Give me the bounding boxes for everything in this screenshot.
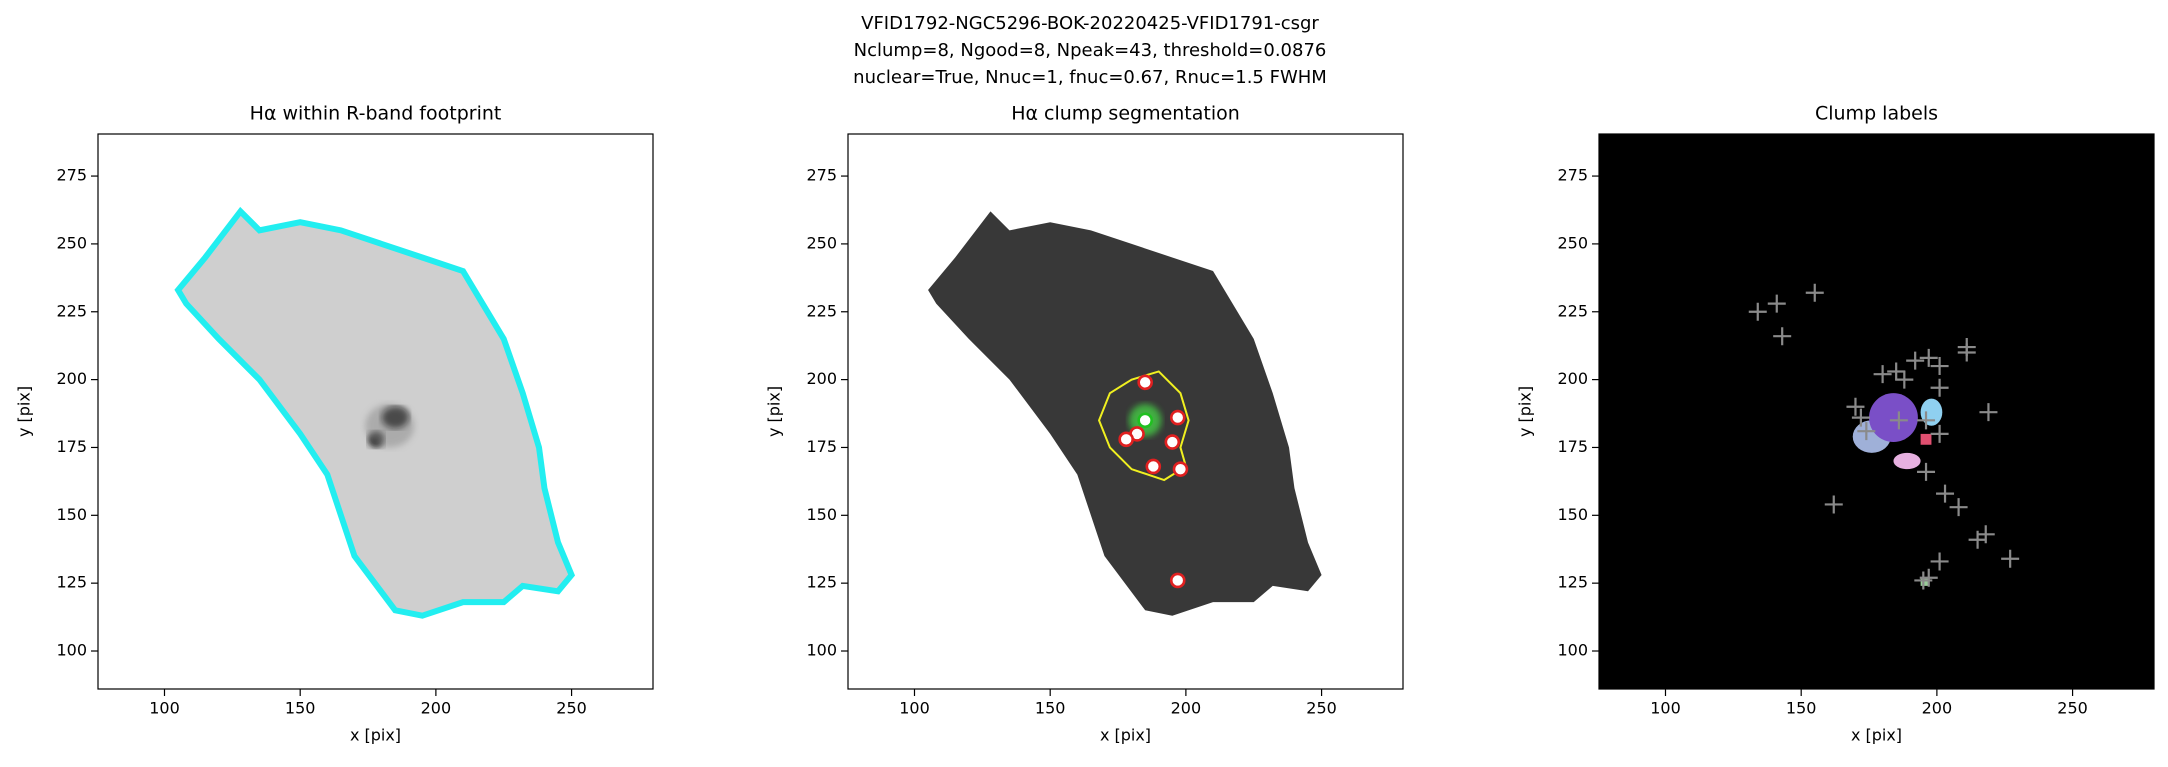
x-axis-label: x [pix] bbox=[1851, 726, 1902, 745]
x-axis-label: x [pix] bbox=[1100, 726, 1151, 745]
peak-marker bbox=[1824, 495, 1843, 514]
peak-marker bbox=[1930, 357, 1949, 376]
x-tick-label: 150 bbox=[285, 699, 316, 718]
y-axis-label: y [pix] bbox=[765, 386, 784, 437]
peak-marker bbox=[1976, 525, 1995, 544]
peak-marker bbox=[1917, 411, 1936, 430]
y-tick-label: 100 bbox=[56, 641, 87, 660]
x-tick-label: 100 bbox=[1650, 699, 1681, 718]
clump-marker bbox=[1118, 431, 1134, 448]
suptitle: nuclear=True, Nnuc=1, fnuc=0.67, Rnuc=1.… bbox=[853, 67, 1327, 88]
y-tick-label: 275 bbox=[806, 166, 837, 185]
peak-marker bbox=[1919, 348, 1938, 367]
y-axis-label: y [pix] bbox=[15, 386, 34, 437]
peak-marker bbox=[1805, 283, 1824, 302]
y-tick-label: 200 bbox=[806, 369, 837, 388]
y-tick-label: 250 bbox=[56, 233, 87, 252]
x-tick-label: 100 bbox=[899, 699, 930, 718]
clump-marker bbox=[1137, 412, 1153, 429]
y-tick-label: 250 bbox=[806, 233, 837, 252]
image-clip bbox=[1852, 393, 1943, 586]
peak-marker bbox=[1930, 424, 1949, 443]
peak-marker bbox=[1767, 294, 1786, 313]
y-tick-label: 125 bbox=[806, 573, 837, 592]
peak-marker bbox=[1930, 378, 1949, 397]
y-tick-label: 100 bbox=[806, 641, 837, 660]
y-tick-label: 150 bbox=[56, 505, 87, 524]
image-clip bbox=[178, 211, 572, 615]
peak-marker bbox=[1936, 484, 1955, 503]
peak-marker bbox=[1889, 411, 1908, 430]
y-tick-label: 125 bbox=[1557, 573, 1588, 592]
peak-marker bbox=[1979, 403, 1998, 422]
y-tick-label: 175 bbox=[1557, 437, 1588, 456]
markers bbox=[1118, 374, 1189, 589]
image bbox=[1852, 393, 1943, 586]
x-tick-label: 100 bbox=[149, 699, 180, 718]
y-tick-label: 150 bbox=[806, 505, 837, 524]
y-tick-label: 200 bbox=[1557, 369, 1588, 388]
clump-marker bbox=[1169, 572, 1186, 589]
image bbox=[178, 211, 572, 615]
y-tick-label: 250 bbox=[1557, 233, 1588, 252]
y-tick-label: 225 bbox=[1557, 301, 1588, 320]
clump-marker bbox=[1145, 458, 1162, 475]
x-tick-label: 200 bbox=[421, 699, 452, 718]
peak-marker bbox=[1851, 408, 1870, 427]
clump-marker bbox=[1169, 409, 1186, 426]
axes-title: Hα within R-band footprint bbox=[250, 103, 502, 125]
y-tick-label: 100 bbox=[1557, 641, 1588, 660]
peak-marker bbox=[1773, 327, 1792, 346]
peak-marker bbox=[2001, 549, 2020, 568]
peak-marker bbox=[1914, 571, 1933, 590]
y-tick-label: 225 bbox=[56, 301, 87, 320]
axes-title: Hα clump segmentation bbox=[1011, 103, 1240, 125]
peak-marker bbox=[1857, 422, 1876, 441]
x-tick-label: 250 bbox=[556, 699, 587, 718]
x-tick-label: 150 bbox=[1035, 699, 1066, 718]
peak-marker bbox=[1887, 362, 1906, 381]
markers bbox=[1748, 283, 2020, 590]
y-tick-label: 150 bbox=[1557, 505, 1588, 524]
peak-marker bbox=[1895, 370, 1914, 389]
clump-marker bbox=[1164, 434, 1181, 450]
y-tick-label: 275 bbox=[1557, 166, 1588, 185]
peak-marker bbox=[1748, 302, 1767, 321]
y-tick-label: 200 bbox=[56, 369, 87, 388]
x-tick-label: 150 bbox=[1786, 699, 1817, 718]
x-tick-label: 200 bbox=[1922, 699, 1953, 718]
peak-marker bbox=[1957, 343, 1976, 362]
y-tick-label: 125 bbox=[56, 573, 87, 592]
axes-title: Clump labels bbox=[1815, 103, 1938, 125]
peak-marker bbox=[1917, 462, 1936, 481]
suptitle: VFID1792-NGC5296-BOK-20220425-VFID1791-c… bbox=[861, 13, 1319, 34]
axes-frame bbox=[847, 133, 1404, 690]
peak-marker bbox=[1930, 552, 1949, 571]
x-tick-label: 200 bbox=[1171, 699, 1202, 718]
x-tick-label: 250 bbox=[1306, 699, 1337, 718]
axes-frame bbox=[1598, 133, 2155, 690]
x-tick-label: 250 bbox=[2057, 699, 2088, 718]
y-tick-label: 175 bbox=[806, 437, 837, 456]
peak-marker bbox=[1873, 365, 1892, 384]
suptitle: Nclump=8, Ngood=8, Npeak=43, threshold=0… bbox=[854, 40, 1327, 61]
y-tick-label: 275 bbox=[56, 166, 87, 185]
y-tick-label: 175 bbox=[56, 437, 87, 456]
peak-marker bbox=[1906, 351, 1925, 370]
clump-marker bbox=[1137, 374, 1153, 391]
y-tick-label: 225 bbox=[806, 301, 837, 320]
x-axis-label: x [pix] bbox=[350, 726, 401, 745]
axes-frame bbox=[97, 133, 654, 690]
y-axis-label: y [pix] bbox=[1516, 386, 1535, 437]
peak-marker bbox=[1949, 498, 1968, 517]
clump-marker bbox=[1172, 461, 1189, 477]
peak-marker bbox=[1846, 397, 1865, 416]
